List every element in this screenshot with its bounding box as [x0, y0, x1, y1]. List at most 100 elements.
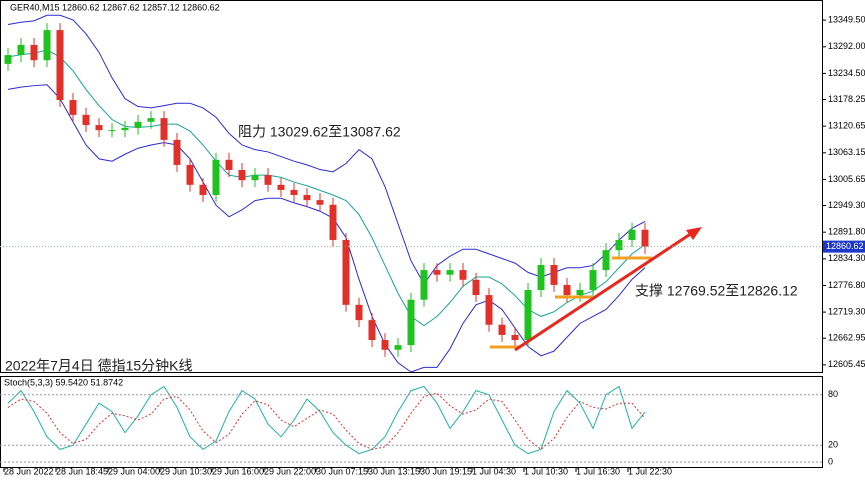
- candle-body: [147, 118, 155, 122]
- candle-body: [420, 270, 428, 300]
- y-tick-label: 12834.30: [828, 253, 865, 263]
- y-tick-label: 0: [828, 456, 833, 466]
- y-tick-label: 12949.30: [828, 200, 865, 210]
- y-tick-label: 13063.15: [828, 147, 865, 157]
- candle-body: [199, 184, 207, 196]
- x-tick-label: 28 Jun 18:45: [56, 466, 108, 476]
- x-tick-label: 28 Jun 2022: [4, 466, 54, 476]
- last-price-label: 12860.62: [826, 241, 864, 251]
- candle-body: [524, 289, 532, 341]
- y-tick-label: 13292.00: [828, 41, 865, 51]
- x-tick-label: 29 Jun 16:00: [212, 466, 264, 476]
- y-tick-label: 20: [828, 440, 838, 450]
- y-tick-label: 12662.95: [828, 333, 865, 343]
- y-tick-label: 13234.50: [828, 68, 865, 78]
- candle-body: [251, 175, 259, 181]
- candle-body: [225, 159, 233, 171]
- candle-body: [381, 340, 389, 350]
- candle-body: [615, 239, 623, 251]
- x-tick-label: 1 Jul 04:30: [472, 466, 516, 476]
- candle-body: [433, 270, 441, 275]
- candle-body: [121, 127, 129, 131]
- candle-body: [264, 175, 272, 185]
- y-tick-label: 12776.80: [828, 280, 865, 290]
- last-price-box: [823, 240, 865, 253]
- candle-body: [316, 200, 324, 205]
- candle-body: [17, 44, 25, 56]
- arrow-head: [686, 227, 702, 240]
- candle-body: [576, 289, 584, 296]
- y-tick-label: 13120.65: [828, 121, 865, 131]
- candle-body: [134, 121, 142, 128]
- main-panel: [0, 0, 823, 373]
- y-tick-label: 13349.50: [828, 15, 865, 25]
- candle-body: [602, 250, 610, 271]
- candle-body: [498, 324, 506, 335]
- candle-body: [186, 164, 194, 185]
- plot: [4, 14, 649, 372]
- candle-body: [342, 239, 350, 305]
- annotation: 阻力 13029.62至13087.62: [238, 124, 401, 140]
- x-tick-label: 1 Jul 22:30: [628, 466, 672, 476]
- chart-header: GER40,M15 12860.62 12867.62 12857.12 128…: [10, 2, 220, 12]
- band-line: [7, 49, 646, 327]
- stoch-line: [7, 392, 646, 451]
- candle-body: [43, 30, 51, 61]
- candle-body: [459, 270, 467, 280]
- x-tick-label: 1 Jul 16:30: [576, 466, 620, 476]
- x-tick-label: 30 Jun 07:15: [316, 466, 368, 476]
- drawings: [490, 227, 702, 352]
- candle-body: [368, 320, 376, 341]
- caption: 2022年7月4日 德指15分钟K线: [5, 358, 193, 374]
- y-tick-label: 12605.45: [828, 359, 865, 369]
- x-tick-label: 30 Jun 19:15: [420, 466, 472, 476]
- candle-body: [641, 229, 649, 247]
- candle-body: [82, 114, 90, 126]
- annotation: 支撑 12769.52至12826.12: [635, 283, 798, 299]
- x-tick-label: 29 Jun 04:00: [108, 466, 160, 476]
- band-line: [7, 84, 646, 372]
- candle-body: [160, 118, 168, 140]
- y-tick-label: 80: [828, 389, 838, 399]
- candle-body: [4, 55, 12, 64]
- band-line: [7, 14, 646, 285]
- x-tick-label: 29 Jun 10:30: [160, 466, 212, 476]
- candle-body: [30, 44, 38, 61]
- candle-body: [238, 170, 246, 181]
- candle-body: [108, 130, 116, 132]
- x-tick-label: 1 Jul 10:30: [524, 466, 568, 476]
- candle-body: [446, 270, 454, 275]
- candle-body: [277, 184, 285, 190]
- candle-body: [290, 189, 298, 196]
- y-tick-label: 12891.80: [828, 227, 865, 237]
- y-tick-label: 13178.25: [828, 94, 865, 104]
- trend-arrow: [514, 231, 693, 352]
- candle-body: [589, 270, 597, 290]
- stoch-plot: [7, 385, 646, 455]
- stoch-panel: [0, 376, 823, 468]
- stoch-line: [7, 385, 646, 455]
- candle-body: [550, 264, 558, 285]
- stoch-title: Stoch(5,3,3) 59.5420 51.8742: [4, 377, 123, 387]
- candle-body: [355, 304, 363, 321]
- candle-body: [69, 100, 77, 115]
- candle-body: [56, 30, 64, 101]
- candle-body: [407, 299, 415, 346]
- candle-body: [212, 159, 220, 196]
- x-tick-label: 29 Jun 22:00: [264, 466, 316, 476]
- candle-body: [95, 125, 103, 131]
- x-tick-label: 30 Jun 13:15: [368, 466, 420, 476]
- candle-body: [394, 345, 402, 350]
- candle-body: [303, 195, 311, 201]
- candle-body: [628, 229, 636, 240]
- candle-body: [173, 139, 181, 165]
- candle-body: [563, 284, 571, 296]
- y-tick-label: 13005.65: [828, 174, 865, 184]
- candle-body: [511, 334, 519, 341]
- candle-body: [329, 204, 337, 240]
- candle-body: [472, 279, 480, 296]
- y-tick-label: 12719.30: [828, 306, 865, 316]
- candle-body: [485, 295, 493, 325]
- candle-body: [537, 264, 545, 290]
